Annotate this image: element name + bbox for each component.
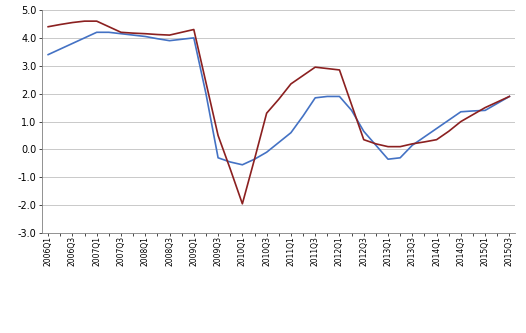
Privātais patēriņš bbox=[82, 19, 88, 23]
Privātais patēriņš bbox=[288, 82, 294, 86]
Māksaimniecību rīcībā esošie ienākumi (bruto) bbox=[385, 157, 391, 161]
Privātais patēriņš bbox=[251, 157, 258, 161]
Privātais patēriņš bbox=[166, 33, 173, 37]
Privātais patēriņš bbox=[312, 65, 318, 69]
Māksaimniecību rīcībā esošie ienākumi (bruto) bbox=[45, 53, 52, 57]
Privātais patēriņš bbox=[482, 106, 488, 110]
Māksaimniecību rīcībā esošie ienākumi (bruto) bbox=[118, 32, 124, 36]
Māksaimniecību rīcībā esošie ienākumi (bruto) bbox=[312, 96, 318, 100]
Māksaimniecību rīcībā esošie ienākumi (bruto) bbox=[373, 143, 379, 147]
Line: Privātais patēriņš: Privātais patēriņš bbox=[48, 21, 509, 204]
Privātais patēriņš bbox=[397, 145, 403, 149]
Māksaimniecību rīcībā esošie ienākumi (bruto) bbox=[239, 163, 246, 167]
Privātais patēriņš bbox=[421, 140, 428, 144]
Privātais patēriņš bbox=[506, 95, 512, 99]
Māksaimniecību rīcībā esošie ienākumi (bruto) bbox=[227, 160, 234, 164]
Privātais patēriņš bbox=[227, 167, 234, 171]
Privātais patēriņš bbox=[300, 74, 306, 78]
Privātais patēriņš bbox=[470, 113, 476, 117]
Māksaimniecību rīcībā esošie ienākumi (bruto) bbox=[215, 156, 221, 160]
Māksaimniecību rīcībā esošie ienākumi (bruto) bbox=[190, 36, 197, 40]
Māksaimniecību rīcībā esošie ienākumi (bruto) bbox=[69, 42, 76, 46]
Line: Māksaimniecību rīcībā esošie ienākumi (bruto): Māksaimniecību rīcībā esošie ienākumi (b… bbox=[48, 32, 509, 165]
Privātais patēriņš bbox=[276, 97, 282, 101]
Privātais patēriņš bbox=[433, 138, 440, 142]
Māksaimniecību rīcībā esošie ienākumi (bruto) bbox=[397, 156, 403, 160]
Māksaimniecību rīcībā esošie ienākumi (bruto) bbox=[336, 95, 342, 99]
Privātais patēriņš bbox=[203, 81, 209, 85]
Māksaimniecību rīcībā esošie ienākumi (bruto) bbox=[106, 30, 112, 34]
Māksaimniecību rīcībā esošie ienākumi (bruto) bbox=[409, 143, 416, 147]
Privātais patēriņš bbox=[239, 202, 246, 206]
Māksaimniecību rīcībā esošie ienākumi (bruto) bbox=[251, 157, 258, 161]
Privātais patēriņš bbox=[409, 142, 416, 146]
Māksaimniecību rīcībā esošie ienākumi (bruto) bbox=[300, 114, 306, 118]
Māksaimniecību rīcībā esošie ienākumi (bruto) bbox=[288, 131, 294, 135]
Privātais patēriņš bbox=[215, 134, 221, 138]
Privātais patēriņš bbox=[494, 100, 500, 104]
Māksaimniecību rīcībā esošie ienākumi (bruto) bbox=[276, 141, 282, 145]
Privātais patēriņš bbox=[154, 33, 160, 37]
Privātais patēriņš bbox=[361, 138, 367, 142]
Māksaimniecību rīcībā esošie ienākumi (bruto) bbox=[494, 102, 500, 106]
Privātais patēriņš bbox=[130, 31, 136, 35]
Māksaimniecību rīcībā esošie ienākumi (bruto) bbox=[82, 36, 88, 40]
Māksaimniecību rīcībā esošie ienākumi (bruto) bbox=[94, 30, 100, 34]
Privātais patēriņš bbox=[324, 67, 330, 71]
Privātais patēriņš bbox=[264, 111, 270, 115]
Privātais patēriņš bbox=[336, 68, 342, 72]
Māksaimniecību rīcībā esošie ienākumi (bruto) bbox=[57, 47, 64, 51]
Māksaimniecību rīcībā esošie ienākumi (bruto) bbox=[166, 39, 173, 43]
Māksaimniecību rīcībā esošie ienākumi (bruto) bbox=[348, 109, 355, 113]
Privātais patēriņš bbox=[106, 25, 112, 29]
Māksaimniecību rīcībā esošie ienākumi (bruto) bbox=[324, 95, 330, 99]
Māksaimniecību rīcībā esošie ienākumi (bruto) bbox=[154, 37, 160, 41]
Māksaimniecību rīcībā esošie ienākumi (bruto) bbox=[433, 127, 440, 131]
Māksaimniecību rīcībā esošie ienākumi (bruto) bbox=[446, 118, 452, 122]
Privātais patēriņš bbox=[57, 23, 64, 27]
Māksaimniecību rīcībā esošie ienākumi (bruto) bbox=[142, 35, 148, 39]
Privātais patēriņš bbox=[45, 25, 52, 29]
Māksaimniecību rīcībā esošie ienākumi (bruto) bbox=[482, 109, 488, 113]
Māksaimniecību rīcībā esošie ienākumi (bruto) bbox=[458, 110, 464, 114]
Māksaimniecību rīcībā esošie ienākumi (bruto) bbox=[178, 37, 185, 41]
Privātais patēriņš bbox=[446, 129, 452, 133]
Privātais patēriņš bbox=[458, 120, 464, 124]
Māksaimniecību rīcībā esošie ienākumi (bruto) bbox=[130, 33, 136, 37]
Māksaimniecību rīcībā esošie ienākumi (bruto) bbox=[361, 129, 367, 133]
Privātais patēriņš bbox=[348, 103, 355, 107]
Māksaimniecību rīcībā esošie ienākumi (bruto) bbox=[506, 95, 512, 99]
Māksaimniecību rīcībā esošie ienākumi (bruto) bbox=[203, 92, 209, 96]
Māksaimniecību rīcībā esošie ienākumi (bruto) bbox=[264, 150, 270, 154]
Privātais patēriņš bbox=[69, 21, 76, 25]
Privātais patēriņš bbox=[178, 30, 185, 34]
Privātais patēriņš bbox=[118, 30, 124, 34]
Privātais patēriņš bbox=[142, 32, 148, 36]
Privātais patēriņš bbox=[190, 28, 197, 32]
Privātais patēriņš bbox=[385, 145, 391, 149]
Māksaimniecību rīcībā esošie ienākumi (bruto) bbox=[421, 135, 428, 139]
Privātais patēriņš bbox=[373, 142, 379, 146]
Māksaimniecību rīcībā esošie ienākumi (bruto) bbox=[470, 109, 476, 113]
Privātais patēriņš bbox=[94, 19, 100, 23]
